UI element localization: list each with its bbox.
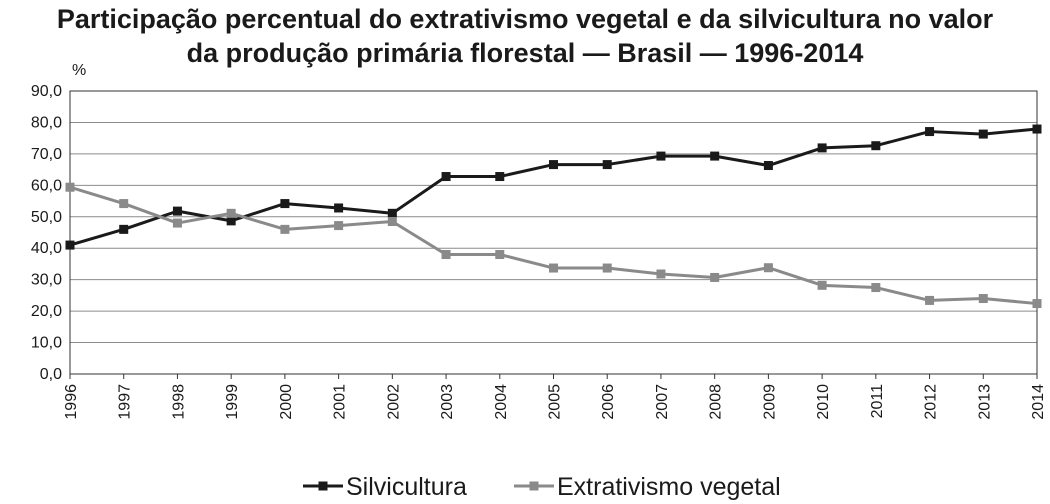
y-tick-label: 80,0 — [31, 114, 62, 131]
data-point — [978, 129, 988, 139]
chart-title-line-1: Participação percentual do extrativismo … — [56, 4, 994, 34]
data-point — [441, 172, 451, 182]
series-line — [69, 185, 1038, 306]
x-axis-tick-labels: 1996 1997 1998 1999 2000 2001 2002 2003 2004 2005… — [63, 374, 1047, 420]
data-point — [387, 208, 397, 218]
data-point — [119, 224, 129, 234]
x-tick-label: 2008 — [708, 384, 725, 420]
chart-title-line-2: da produção primária florestal — Brasil … — [186, 38, 864, 68]
series-silvicultura — [65, 124, 1042, 250]
y-tick-label: 30,0 — [31, 272, 62, 289]
x-tick-label: 2007 — [654, 384, 671, 420]
x-tick-label: 2004 — [493, 384, 510, 420]
x-tick-label: 2001 — [332, 384, 349, 420]
y-tick-label: 40,0 — [31, 240, 62, 257]
x-tick-label: 1998 — [170, 384, 187, 420]
data-point — [172, 206, 182, 216]
x-tick-label: 2006 — [600, 384, 617, 420]
x-tick-label: 2013 — [976, 384, 993, 420]
x-tick-label: 2012 — [923, 384, 940, 420]
data-point — [710, 272, 720, 282]
legend-label: Extrativismo vegetal — [557, 473, 781, 501]
plot-frame — [69, 90, 1038, 375]
y-tick-label: 70,0 — [31, 146, 62, 163]
data-point — [602, 263, 612, 273]
x-tick-label: 1999 — [224, 384, 241, 420]
x-tick-label: 2000 — [278, 384, 295, 420]
data-point — [871, 141, 881, 151]
data-point — [1032, 124, 1042, 134]
series-lines — [65, 124, 1042, 309]
data-point — [710, 151, 720, 161]
data-point — [549, 160, 558, 170]
legend: Silvicultura Extrativismo vegetal — [303, 473, 781, 501]
legend-marker — [529, 481, 539, 491]
data-point — [763, 263, 773, 273]
y-tick-label: 50,0 — [31, 209, 62, 226]
data-point — [495, 250, 505, 260]
data-point — [549, 263, 558, 273]
x-tick-label: 2002 — [385, 384, 402, 420]
x-tick-label: 2014 — [1030, 384, 1047, 420]
data-point — [978, 294, 988, 304]
data-point — [387, 216, 397, 226]
data-point — [763, 161, 773, 171]
y-tick-label: 20,0 — [31, 303, 62, 320]
y-tick-label: 0,0 — [40, 366, 62, 383]
data-point — [656, 269, 666, 279]
chart-title: Participação percentual do extrativismo … — [0, 2, 1050, 70]
data-point — [495, 172, 505, 182]
x-tick-label: 2005 — [547, 384, 564, 420]
data-point — [871, 283, 881, 293]
data-point — [441, 250, 451, 260]
series-line — [69, 127, 1038, 247]
y-axis-unit-label: % — [72, 62, 86, 79]
series-extrativismo-vegetal — [65, 182, 1042, 309]
data-point — [119, 199, 129, 209]
data-point — [172, 218, 182, 228]
data-point — [226, 208, 236, 218]
y-tick-label: 90,0 — [31, 83, 62, 100]
x-tick-label: 2010 — [815, 384, 832, 420]
data-point — [280, 224, 290, 234]
x-tick-label: 1997 — [117, 384, 134, 420]
data-point — [334, 203, 344, 213]
data-point — [602, 160, 612, 170]
x-tick-label: 1996 — [63, 384, 80, 420]
y-tick-label: 10,0 — [31, 335, 62, 352]
data-point — [925, 127, 935, 137]
data-point — [65, 182, 75, 192]
y-tick-label: 60,0 — [31, 177, 62, 194]
data-point — [817, 280, 827, 290]
data-point — [1032, 299, 1042, 309]
y-axis-tick-labels: 0,0 10,0 20,0 30,0 40,0 50,0 60,0 70,0 80,0 90,0 — [31, 83, 62, 383]
x-tick-label: 2003 — [439, 384, 456, 420]
data-point — [817, 143, 827, 153]
data-point — [226, 216, 236, 226]
x-tick-label: 2009 — [761, 384, 778, 420]
legend-marker — [318, 481, 328, 491]
data-point — [656, 151, 666, 161]
legend-label: Silvicultura — [346, 473, 467, 501]
data-point — [925, 295, 935, 305]
data-point — [334, 221, 344, 231]
data-point — [280, 199, 290, 209]
data-point — [65, 240, 75, 250]
x-tick-label: 2011 — [869, 384, 886, 419]
gridlines — [69, 90, 1038, 375]
